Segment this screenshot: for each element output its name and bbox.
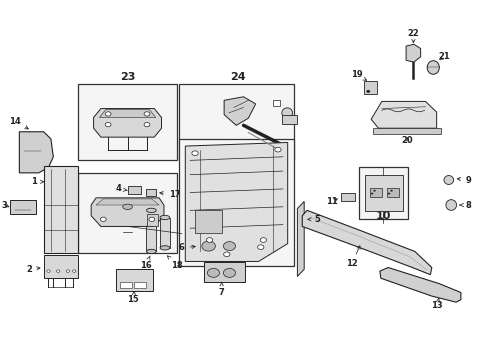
Ellipse shape bbox=[260, 238, 266, 242]
Ellipse shape bbox=[47, 270, 50, 273]
Bar bbox=[358, 167, 407, 219]
Text: 7: 7 bbox=[218, 282, 224, 297]
Ellipse shape bbox=[144, 112, 150, 116]
Ellipse shape bbox=[146, 249, 156, 253]
Ellipse shape bbox=[191, 151, 198, 156]
Ellipse shape bbox=[144, 122, 150, 127]
Text: 12: 12 bbox=[345, 246, 359, 269]
Ellipse shape bbox=[372, 190, 375, 192]
Ellipse shape bbox=[66, 270, 69, 273]
Polygon shape bbox=[185, 143, 287, 261]
Ellipse shape bbox=[366, 90, 369, 93]
Polygon shape bbox=[91, 198, 163, 226]
Ellipse shape bbox=[281, 108, 292, 118]
Text: 14: 14 bbox=[9, 117, 28, 129]
Ellipse shape bbox=[105, 112, 111, 116]
Bar bbox=[363, 81, 377, 94]
Text: 9: 9 bbox=[456, 176, 470, 185]
Text: 16: 16 bbox=[140, 256, 151, 270]
Bar bbox=[272, 100, 279, 106]
Ellipse shape bbox=[56, 270, 60, 273]
Polygon shape bbox=[224, 97, 255, 125]
Ellipse shape bbox=[146, 208, 156, 212]
Bar bbox=[160, 217, 169, 248]
Text: 17: 17 bbox=[160, 190, 180, 199]
Polygon shape bbox=[405, 44, 420, 62]
Ellipse shape bbox=[160, 215, 169, 220]
Bar bbox=[145, 189, 156, 196]
Bar bbox=[179, 139, 293, 266]
Bar bbox=[147, 214, 157, 226]
Text: 4: 4 bbox=[116, 184, 127, 193]
Bar bbox=[134, 282, 146, 288]
Bar bbox=[199, 237, 242, 255]
Bar bbox=[78, 173, 177, 253]
Text: 10: 10 bbox=[375, 211, 390, 221]
Polygon shape bbox=[99, 110, 155, 117]
Bar bbox=[195, 210, 221, 233]
Text: 15: 15 bbox=[127, 292, 139, 304]
Text: 5: 5 bbox=[307, 215, 320, 224]
Text: 2: 2 bbox=[26, 265, 40, 274]
Bar bbox=[10, 201, 36, 214]
Ellipse shape bbox=[223, 252, 229, 257]
Ellipse shape bbox=[445, 200, 456, 210]
Bar bbox=[372, 128, 440, 134]
Text: 19: 19 bbox=[350, 70, 366, 80]
Text: 1: 1 bbox=[31, 177, 43, 186]
Text: 22: 22 bbox=[407, 29, 418, 43]
Polygon shape bbox=[302, 210, 431, 275]
Ellipse shape bbox=[274, 147, 281, 152]
Text: 20: 20 bbox=[401, 136, 412, 145]
Text: 21: 21 bbox=[437, 52, 449, 61]
Bar bbox=[340, 193, 354, 202]
Ellipse shape bbox=[223, 269, 235, 277]
Polygon shape bbox=[370, 102, 436, 128]
Bar bbox=[116, 269, 152, 291]
Bar bbox=[282, 114, 296, 123]
Ellipse shape bbox=[387, 193, 389, 194]
Text: 6: 6 bbox=[179, 243, 195, 252]
Text: 8: 8 bbox=[459, 201, 470, 210]
Ellipse shape bbox=[72, 270, 76, 273]
Ellipse shape bbox=[389, 190, 392, 192]
Ellipse shape bbox=[427, 61, 438, 74]
Ellipse shape bbox=[149, 217, 154, 221]
Polygon shape bbox=[20, 132, 53, 173]
Text: 13: 13 bbox=[430, 298, 442, 310]
Ellipse shape bbox=[105, 122, 111, 127]
Bar bbox=[127, 186, 141, 194]
Text: 18: 18 bbox=[167, 256, 183, 270]
Polygon shape bbox=[93, 109, 161, 137]
Bar bbox=[78, 84, 177, 160]
Ellipse shape bbox=[443, 176, 453, 184]
Text: 24: 24 bbox=[229, 72, 245, 82]
Polygon shape bbox=[297, 202, 304, 276]
Ellipse shape bbox=[207, 269, 219, 277]
Ellipse shape bbox=[370, 193, 372, 194]
Bar bbox=[203, 262, 244, 282]
Bar bbox=[369, 188, 381, 197]
Text: 11: 11 bbox=[326, 197, 338, 206]
Ellipse shape bbox=[160, 246, 169, 250]
Bar bbox=[179, 84, 293, 160]
Bar bbox=[146, 210, 156, 251]
Bar bbox=[364, 175, 402, 211]
Ellipse shape bbox=[100, 217, 106, 221]
Bar bbox=[120, 282, 132, 288]
Ellipse shape bbox=[202, 241, 215, 251]
Ellipse shape bbox=[122, 204, 132, 210]
Polygon shape bbox=[43, 166, 78, 253]
Bar bbox=[386, 188, 398, 197]
Text: 23: 23 bbox=[120, 72, 135, 82]
Ellipse shape bbox=[257, 245, 264, 249]
Polygon shape bbox=[379, 267, 460, 302]
Ellipse shape bbox=[223, 242, 235, 251]
Text: 3: 3 bbox=[2, 201, 9, 210]
Ellipse shape bbox=[206, 238, 212, 242]
Polygon shape bbox=[96, 199, 159, 205]
Bar bbox=[43, 255, 78, 278]
